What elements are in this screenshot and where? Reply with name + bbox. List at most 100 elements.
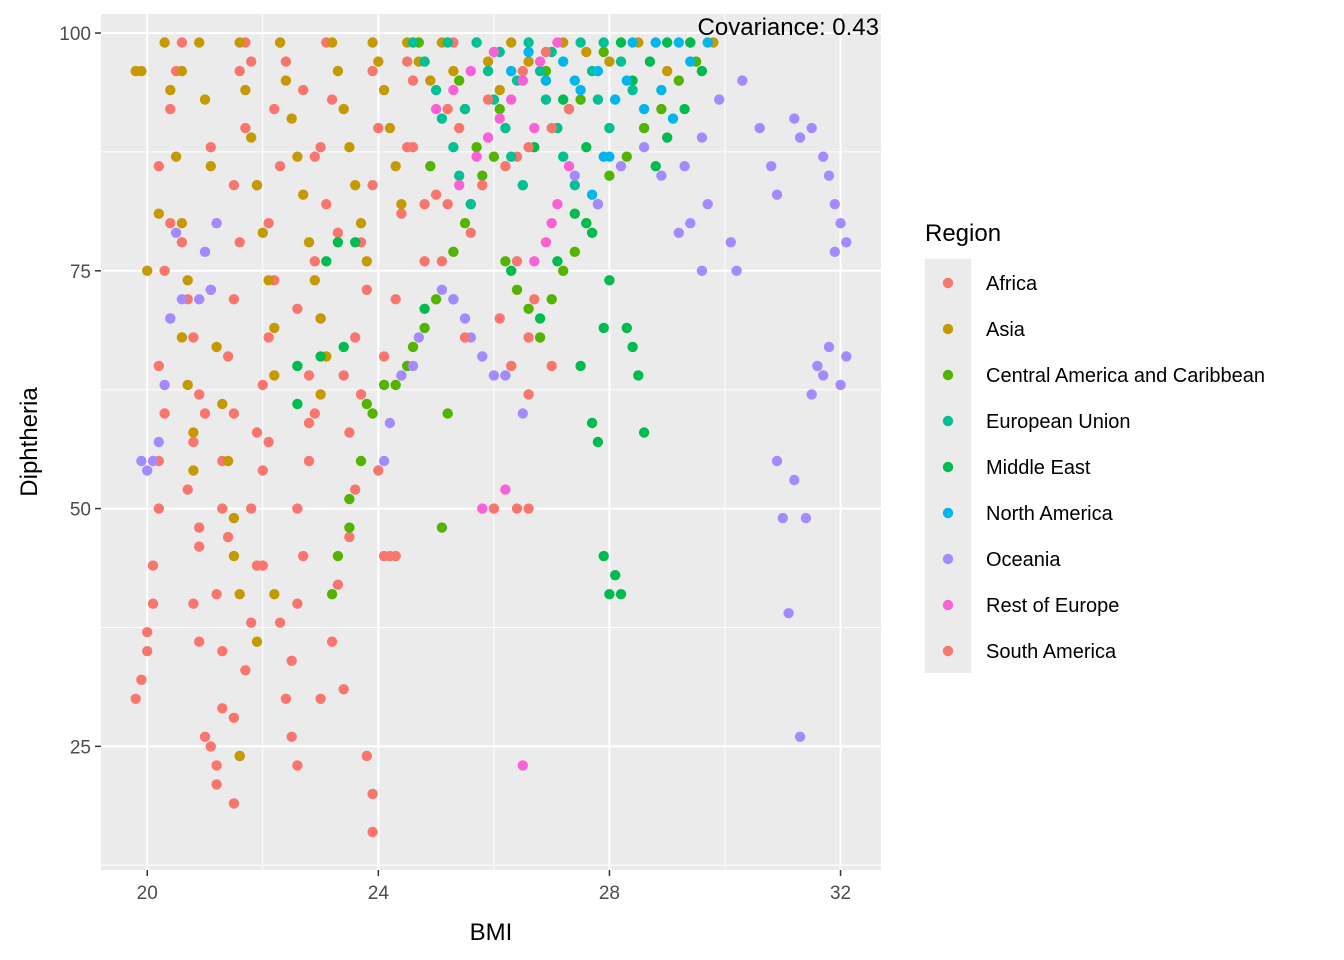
point-asia <box>269 322 280 334</box>
point-oceania <box>829 199 840 210</box>
point-middle-east <box>321 256 332 267</box>
point-central-america-and-caribbean <box>534 332 546 343</box>
point-africa <box>274 617 286 628</box>
point-european-union <box>534 65 546 77</box>
point-central-america-and-caribbean <box>673 75 684 86</box>
point-oceania <box>754 122 765 134</box>
point-africa <box>407 75 419 86</box>
point-oceania <box>812 360 823 372</box>
point-central-america-and-caribbean <box>488 151 500 162</box>
point-africa <box>251 427 263 438</box>
point-oceania <box>638 142 650 153</box>
point-oceania <box>794 132 806 143</box>
point-oceania <box>794 731 806 742</box>
point-africa <box>217 703 228 714</box>
point-central-america-and-caribbean <box>442 408 453 419</box>
point-central-america-and-caribbean <box>430 294 442 305</box>
point-africa <box>211 589 222 600</box>
point-asia <box>506 37 517 48</box>
point-africa <box>194 541 205 552</box>
point-middle-east <box>650 161 661 172</box>
point-africa <box>286 655 297 666</box>
point-central-america-and-caribbean <box>500 256 511 267</box>
point-africa <box>390 550 401 562</box>
point-africa <box>430 189 442 200</box>
point-asia <box>246 132 257 143</box>
point-oceania <box>829 246 840 257</box>
point-asia <box>482 56 494 67</box>
point-africa <box>292 760 303 771</box>
point-oceania <box>205 284 216 295</box>
point-asia <box>286 113 297 124</box>
point-africa <box>228 294 240 305</box>
point-africa <box>188 436 199 448</box>
point-africa <box>165 103 176 115</box>
point-africa <box>205 741 216 752</box>
x-axis: 20 24 28 32 <box>137 870 851 904</box>
point-asia <box>182 275 193 286</box>
point-rest-of-europe <box>448 84 459 96</box>
point-asia <box>176 218 188 229</box>
point-north-america <box>592 65 604 77</box>
point-asia <box>170 151 182 162</box>
point-south-america <box>419 199 430 210</box>
point-africa <box>228 798 240 809</box>
legend-label: Africa <box>986 273 1038 295</box>
point-middle-east <box>586 417 598 429</box>
point-oceania <box>448 294 459 305</box>
point-european-union <box>436 113 448 124</box>
point-oceania <box>800 512 812 524</box>
point-asia <box>228 512 240 524</box>
point-south-america <box>436 256 448 267</box>
point-africa <box>217 646 228 657</box>
point-africa <box>142 646 153 657</box>
point-asia <box>355 218 367 229</box>
y-tick-label: 50 <box>70 500 91 521</box>
point-north-america <box>667 113 679 124</box>
point-asia <box>188 465 199 476</box>
point-africa <box>280 56 292 67</box>
point-asia <box>332 65 344 77</box>
point-middle-east <box>569 208 580 219</box>
point-central-america-and-caribbean <box>344 493 355 505</box>
point-rest-of-europe <box>465 65 476 77</box>
point-africa <box>182 484 193 495</box>
data-points <box>130 37 852 838</box>
point-asia <box>205 161 216 172</box>
point-asia <box>274 37 286 48</box>
point-south-america <box>523 503 534 514</box>
point-asia <box>425 75 436 86</box>
point-european-union <box>540 94 552 105</box>
point-asia <box>222 455 234 467</box>
point-africa <box>205 142 216 153</box>
point-rest-of-europe <box>500 484 511 495</box>
point-european-union <box>465 199 476 210</box>
point-central-america-and-caribbean <box>477 170 488 181</box>
point-oceania <box>823 170 835 181</box>
point-africa <box>130 693 141 704</box>
point-south-america <box>523 142 534 153</box>
point-asia <box>523 56 534 67</box>
point-middle-east <box>610 570 621 581</box>
point-north-america <box>621 75 632 86</box>
point-oceania <box>818 370 829 381</box>
point-south-america <box>546 122 557 134</box>
point-north-america <box>575 84 586 96</box>
point-oceania <box>136 455 147 467</box>
point-rest-of-europe <box>488 46 500 58</box>
point-rest-of-europe <box>471 151 482 162</box>
point-central-america-and-caribbean <box>326 589 338 600</box>
point-asia <box>257 227 268 238</box>
point-oceania <box>789 113 800 124</box>
point-central-america-and-caribbean <box>454 75 465 86</box>
point-north-america <box>702 37 713 48</box>
point-european-union <box>471 37 482 48</box>
point-africa <box>309 151 320 162</box>
point-oceania <box>806 122 817 134</box>
point-middle-east <box>581 218 592 229</box>
point-oceania <box>673 227 684 238</box>
point-africa <box>280 693 292 704</box>
point-central-america-and-caribbean <box>621 151 632 162</box>
point-asia <box>326 37 338 48</box>
point-rest-of-europe <box>540 237 552 248</box>
